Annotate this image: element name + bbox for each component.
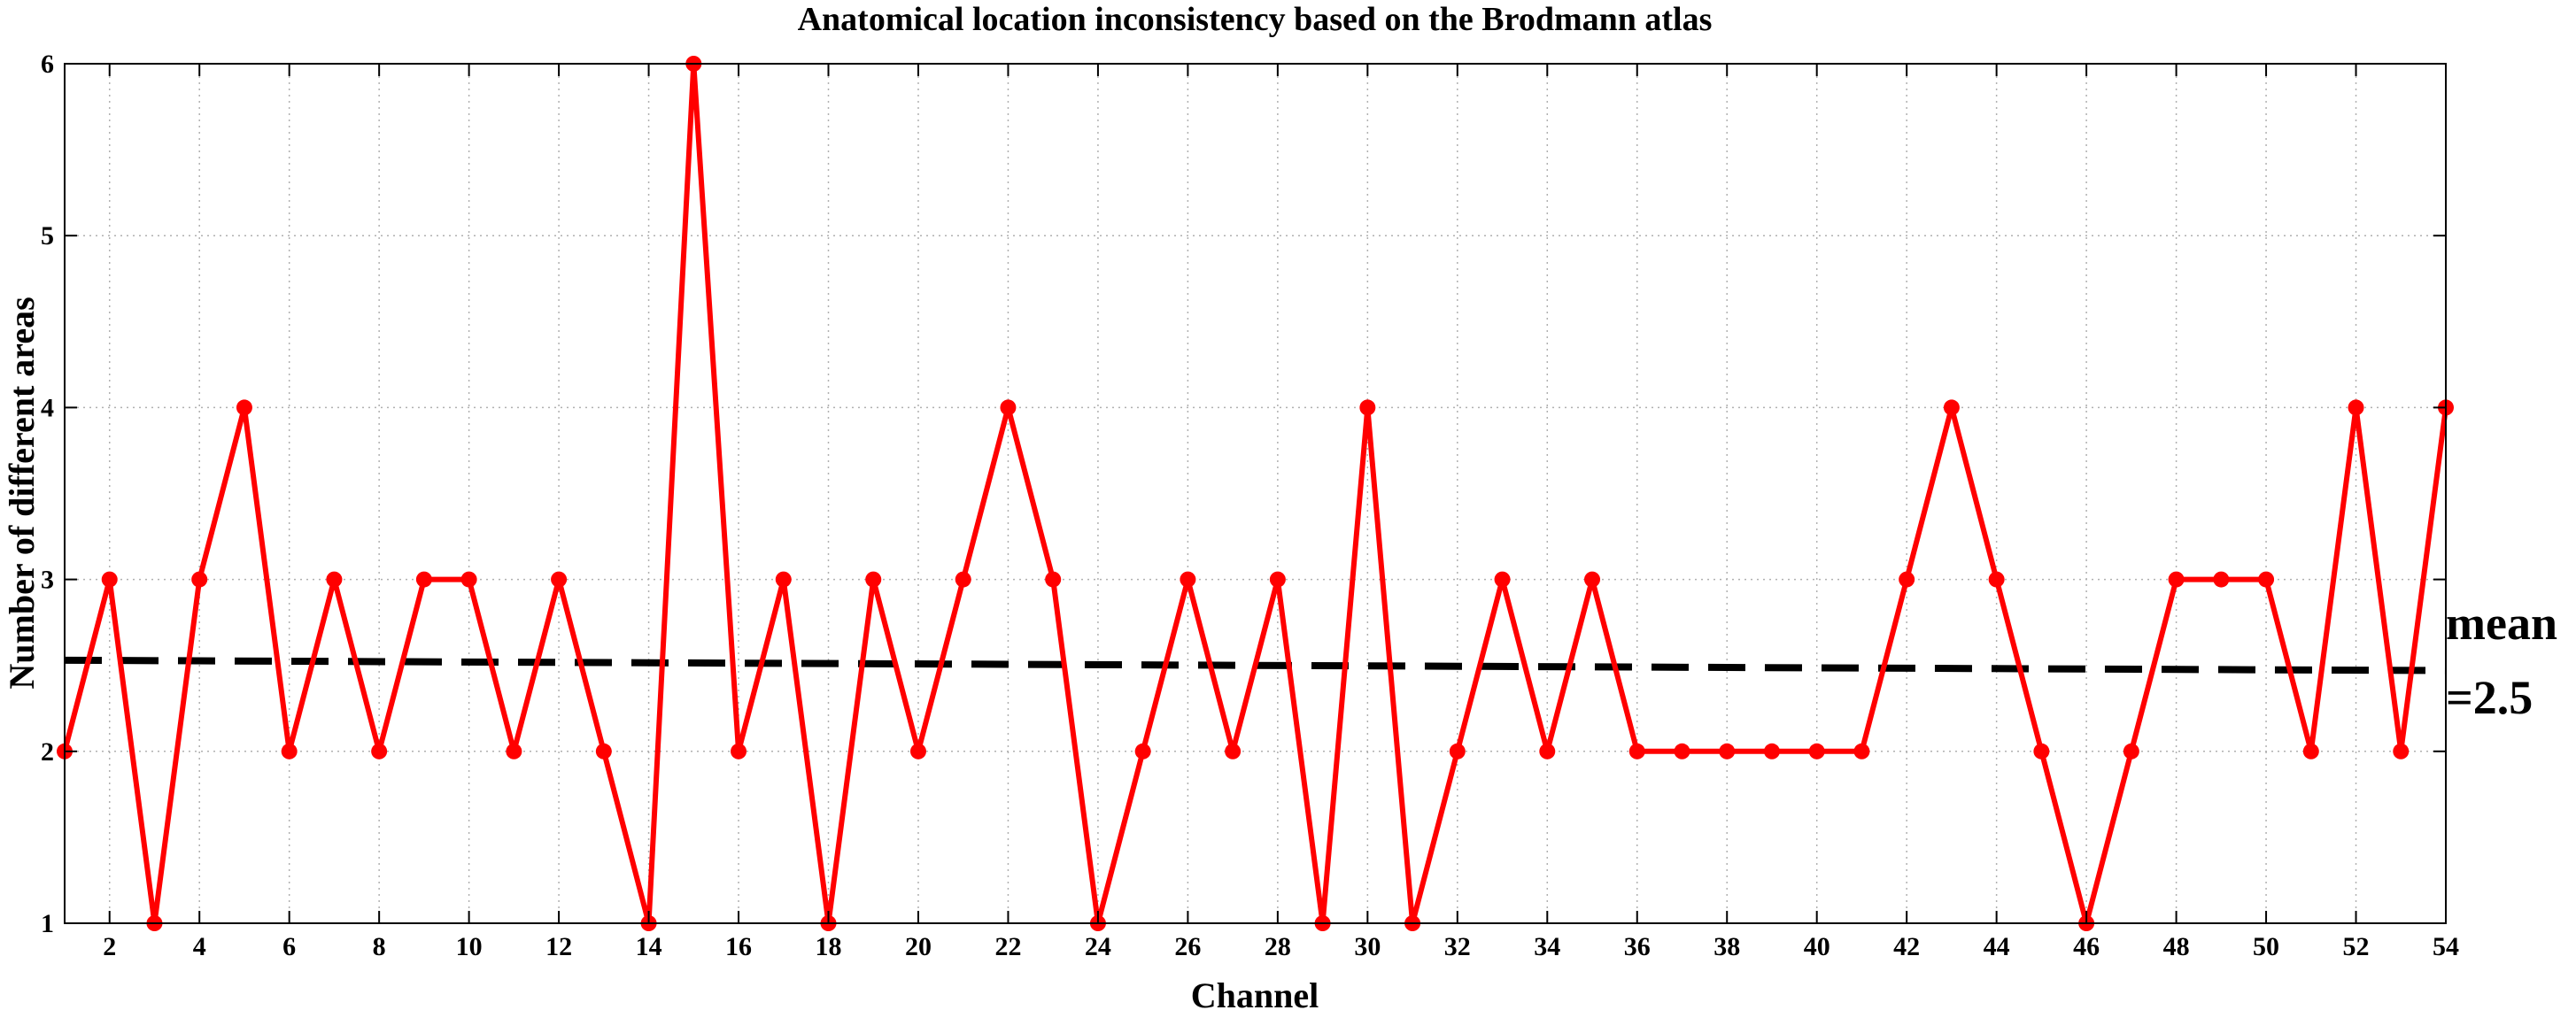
x-tick-label: 50 [2253,932,2279,961]
series-line [62,61,2448,926]
data-point [2033,743,2050,759]
x-tick-label: 44 [1984,932,2010,961]
data-point [909,743,926,759]
x-tick-label: 14 [636,932,662,961]
chart-title: Anatomical location inconsistency based … [798,1,1713,38]
data-point [1180,571,1196,588]
data-point [551,571,568,588]
data-point [2168,571,2185,588]
x-tick-label: 40 [1804,932,1830,961]
data-point [2123,743,2139,759]
series-group [57,56,2454,931]
data-point [1359,399,1376,416]
x-tick-label: 36 [1624,932,1651,961]
x-tick-label: 34 [1534,932,1560,961]
data-point [1628,743,1645,759]
data-point [1719,743,1736,759]
x-tick-label: 22 [994,932,1021,961]
data-point [2302,743,2319,759]
data-point [1000,399,1017,416]
data-point [1539,743,1556,759]
x-tick-label: 10 [456,932,483,961]
data-point [1449,743,1466,759]
x-tick-label: 18 [816,932,842,961]
data-point [2213,571,2230,588]
data-point [865,571,882,588]
data-point [415,571,432,588]
x-tick-label: 46 [2073,932,2100,961]
x-tick-label: 4 [193,932,206,961]
mean-label-line2: =2.5 [2446,671,2533,724]
data-point [1899,571,1915,588]
data-point [506,743,522,759]
y-axis-ticks: 1 2 3 4 5 6 [41,50,2446,938]
data-point [1134,743,1151,759]
data-point [371,743,388,759]
data-point [955,571,971,588]
y-tick-label: 6 [41,50,54,79]
data-point [1674,743,1690,759]
data-point [281,743,298,759]
x-tick-label: 24 [1085,932,1111,961]
data-point [1943,399,1960,416]
data-point [731,743,747,759]
y-tick-label: 4 [41,393,54,422]
y-tick-label: 5 [41,221,54,251]
data-point [595,743,612,759]
x-tick-label: 28 [1265,932,1291,961]
x-tick-label: 52 [2343,932,2370,961]
x-tick-label: 48 [2163,932,2190,961]
y-axis-label: Number of different areas [2,297,42,689]
data-point [1225,743,1242,759]
plot-frame [64,63,2447,924]
x-tick-label: 2 [103,932,116,961]
data-point [1494,571,1511,588]
x-tick-label: 26 [1174,932,1201,961]
data-point [460,571,477,588]
x-axis-label: Channel [1191,975,1319,1010]
data-point [1763,743,1780,759]
x-tick-label: 30 [1354,932,1381,961]
x-tick-label: 42 [1893,932,1920,961]
y-tick-label: 1 [41,909,54,938]
x-tick-label: 32 [1444,932,1471,961]
data-point [326,571,343,588]
x-tick-label: 12 [545,932,572,961]
data-point [1269,571,1286,588]
x-axis-ticks: 2 4 6 8 10 12 14 16 18 20 22 24 26 28 30 32 34 36 38 40 42 44… [103,64,2459,961]
data-point [2393,743,2410,759]
data-point [2258,571,2275,588]
x-tick-label: 38 [1713,932,1740,961]
data-point [1808,743,1825,759]
data-point [2348,399,2364,416]
data-point [1988,571,2005,588]
x-tick-label: 16 [725,932,752,961]
data-point [1584,571,1601,588]
x-tick-label: 8 [373,932,386,961]
data-point [1045,571,1062,588]
data-point [236,399,252,416]
y-tick-label: 2 [41,737,54,767]
y-tick-label: 3 [41,566,54,595]
data-point [1853,743,1870,759]
grid [65,63,2447,924]
x-tick-label: 6 [282,932,296,961]
x-tick-label: 20 [905,932,932,961]
data-point [775,571,792,588]
x-tick-label: 54 [2433,932,2459,961]
data-point [101,571,118,588]
data-point [191,571,208,588]
mean-label-line1: mean [2446,597,2557,650]
